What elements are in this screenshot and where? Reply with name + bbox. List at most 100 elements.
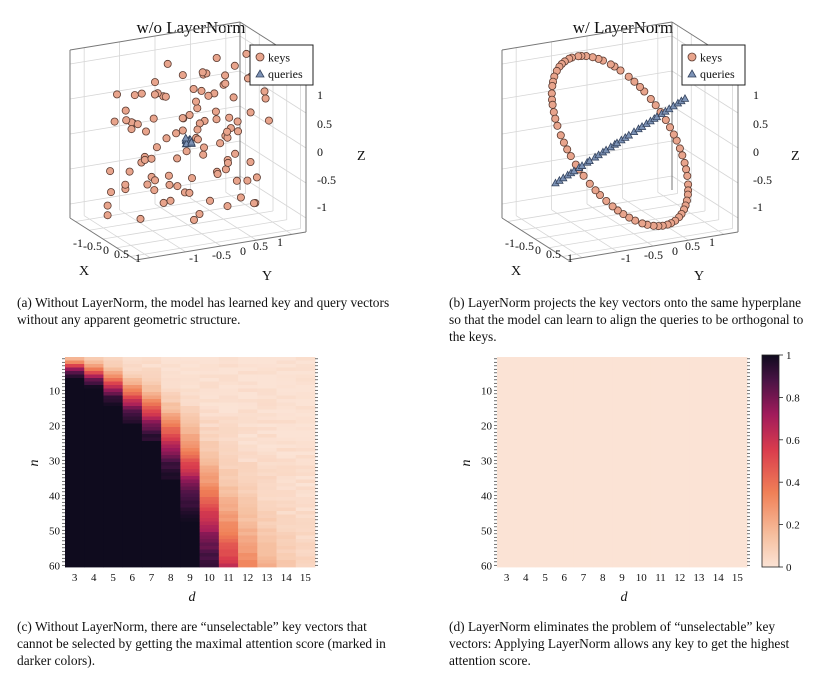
- heatmap-cell: [199, 371, 220, 375]
- heatmap-cell: [612, 357, 633, 361]
- heatmap-cell: [535, 430, 556, 435]
- heatmap-cell: [497, 371, 517, 375]
- heatmap-cell: [257, 542, 277, 547]
- heatmap-cell: [554, 500, 575, 505]
- heatmap-cell: [218, 497, 239, 501]
- heatmap-cell: [670, 367, 690, 372]
- heatmap-cell: [84, 430, 104, 435]
- heatmap-cell: [218, 455, 239, 459]
- heatmap-cell: [238, 469, 258, 473]
- heatmap-cell: [727, 385, 748, 389]
- heatmap-cell: [650, 497, 671, 501]
- key-point: [549, 108, 558, 117]
- heatmap-cell: [593, 486, 613, 491]
- heatmap-cell: [218, 367, 239, 372]
- x-tick-label: 7: [581, 572, 587, 584]
- heatmap-cell: [65, 462, 85, 466]
- heatmap-cell: [238, 546, 258, 550]
- panel-b-points: [547, 52, 693, 231]
- heatmap-cell: [276, 423, 297, 428]
- heatmap-cell: [516, 490, 536, 494]
- heatmap-cell: [276, 493, 297, 498]
- heatmap-cell: [650, 535, 671, 540]
- heatmap-cell: [122, 388, 143, 393]
- heatmap-cell: [708, 357, 729, 361]
- heatmap-cell: [535, 413, 556, 417]
- heatmap-cell: [218, 385, 239, 389]
- heatmap-cell: [276, 528, 297, 533]
- heatmap-cell: [257, 511, 277, 515]
- heatmap-cell: [631, 500, 652, 505]
- heatmap-cell: [238, 427, 258, 431]
- x-tick: 1: [135, 251, 141, 265]
- heatmap-cell: [650, 451, 671, 456]
- heatmap-cell: [708, 476, 729, 480]
- heatmap-cell: [689, 451, 709, 456]
- heatmap-cell: [141, 521, 162, 526]
- heatmap-cell: [631, 483, 652, 487]
- heatmap-cell: [727, 497, 748, 501]
- heatmap-cell: [670, 476, 690, 480]
- heatmap-cell: [238, 416, 258, 421]
- heatmap-cell: [670, 448, 690, 452]
- heatmap-cell: [257, 497, 277, 501]
- heatmap-cell: [161, 360, 181, 365]
- heatmap-cell: [573, 553, 594, 557]
- heatmap-cell: [497, 409, 517, 414]
- heatmap-cell: [180, 472, 201, 477]
- heatmap-cell: [122, 465, 143, 470]
- heatmap-cell: [84, 385, 104, 389]
- heatmap-cell: [84, 486, 104, 491]
- z-tick: -1: [317, 200, 327, 214]
- heatmap-cell: [295, 416, 316, 421]
- heatmap-cell: [199, 518, 220, 522]
- heatmap-cell: [103, 388, 124, 393]
- heatmap-cell: [238, 465, 258, 470]
- heatmap-cell: [689, 402, 709, 407]
- heatmap-cell: [573, 434, 594, 438]
- heatmap-cell: [257, 434, 277, 438]
- heatmap-cell: [180, 560, 201, 564]
- heatmap-cell: [180, 458, 201, 463]
- heatmap-cell: [218, 423, 239, 428]
- heatmap-cell: [218, 486, 239, 491]
- heatmap-cell: [670, 490, 690, 494]
- key-point: [173, 154, 182, 163]
- heatmap-cell: [497, 416, 517, 421]
- key-point: [103, 211, 112, 220]
- heatmap-cell: [593, 364, 613, 368]
- heatmap-cell: [727, 395, 748, 400]
- heatmap-cell: [612, 420, 633, 424]
- heatmap-cell: [689, 549, 709, 554]
- heatmap-cell: [218, 479, 239, 484]
- key-point: [152, 143, 161, 152]
- heatmap-cell: [535, 483, 556, 487]
- heatmap-cell: [670, 556, 690, 561]
- heatmap-cell: [65, 437, 85, 442]
- heatmap-cell: [535, 420, 556, 424]
- x-axis-label: X: [511, 264, 521, 279]
- heatmap-cell: [199, 441, 220, 445]
- heatmap-cell: [516, 427, 536, 431]
- heatmap-cell: [103, 472, 124, 477]
- heatmap-cell: [199, 511, 220, 515]
- heatmap-cell: [612, 553, 633, 557]
- heatmap-cell: [727, 462, 748, 466]
- heatmap-cell: [670, 395, 690, 400]
- heatmap-cell: [727, 486, 748, 491]
- heatmap-cell: [573, 374, 594, 379]
- key-point: [243, 176, 252, 185]
- heatmap-cell: [708, 371, 729, 375]
- heatmap-cell: [122, 490, 143, 494]
- heatmap-cell: [497, 430, 517, 435]
- heatmap-cell: [122, 427, 143, 431]
- heatmap-cell: [122, 374, 143, 379]
- heatmap-cell: [554, 381, 575, 386]
- heatmap-cell: [276, 511, 297, 515]
- heatmap-cell: [631, 539, 652, 543]
- heatmap-cell: [708, 444, 729, 449]
- heatmap-cell: [516, 360, 536, 365]
- heatmap-cell: [670, 507, 690, 512]
- heatmap-cell: [84, 448, 104, 452]
